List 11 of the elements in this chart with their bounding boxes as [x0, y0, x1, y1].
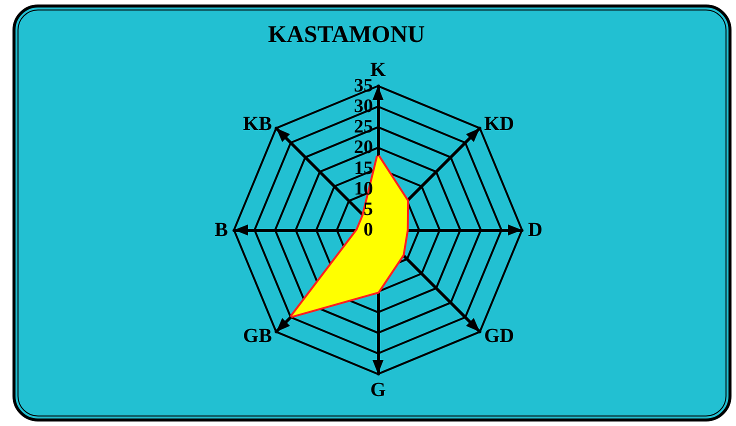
spoke-label: KD [484, 112, 514, 135]
spoke-label: B [214, 219, 228, 241]
y-tick-label: 5 [364, 198, 373, 220]
y-tick-label: 0 [364, 220, 373, 240]
chart-title: KASTAMONU [268, 22, 425, 48]
spoke-label: GB [243, 325, 272, 348]
spoke-label: GD [484, 325, 514, 348]
spoke-label: K [370, 59, 386, 81]
spoke-label: D [528, 219, 542, 241]
spoke-label: KB [243, 112, 272, 135]
spoke-label: G [370, 379, 386, 401]
